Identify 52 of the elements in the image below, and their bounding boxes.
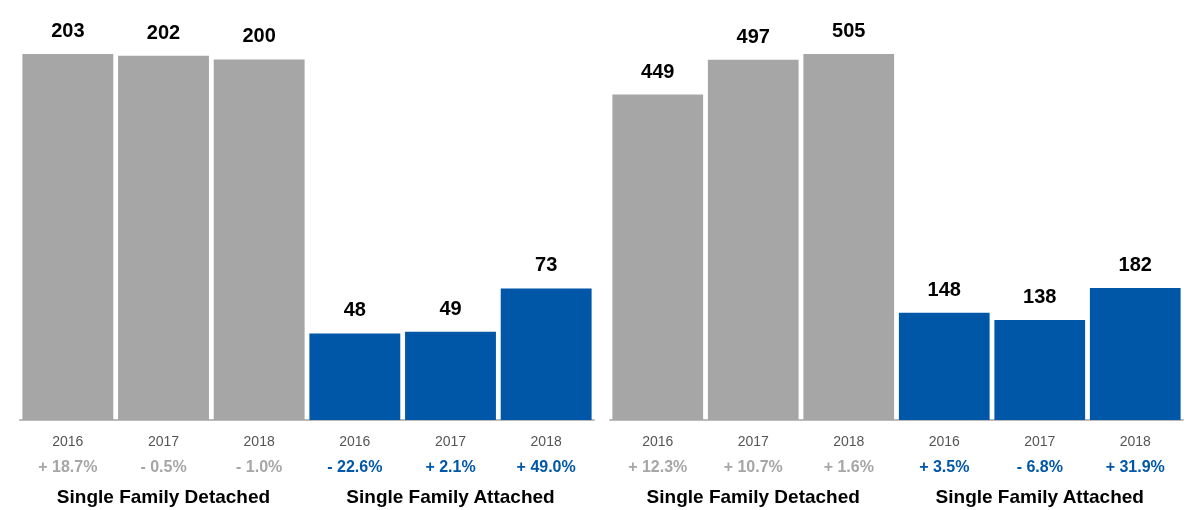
x-tick-label: 2018 <box>833 433 865 449</box>
text: Single Family Attached <box>935 485 1144 507</box>
data-label: 202 <box>146 20 181 43</box>
data-label: 73 <box>535 253 558 276</box>
data-label: 497 <box>736 24 770 47</box>
x-tick-label: 2016 <box>339 433 371 449</box>
x-tick-label: 2016 <box>928 433 961 449</box>
x-tick-label: 2017 <box>737 433 770 449</box>
text: + 10.7% <box>723 457 783 475</box>
bar <box>405 331 496 420</box>
x-tick-label: 2016 <box>642 433 674 449</box>
x-tick-label: 2017 <box>434 433 467 449</box>
x-tick-label: 2018 <box>243 433 275 449</box>
x-tick-label: 2017 <box>1024 433 1056 449</box>
x-tick-label: 2018 <box>530 433 562 449</box>
text: Single Family Detached <box>56 485 271 507</box>
data-label: 505 <box>832 19 866 41</box>
bar <box>22 54 114 420</box>
text: - 1.0% <box>236 457 283 475</box>
data-label: 200 <box>242 24 276 47</box>
bar <box>707 59 799 420</box>
text: + 1.6% <box>823 457 874 475</box>
data-label: 449 <box>641 59 675 82</box>
text: + 31.9% <box>1105 457 1165 475</box>
text: - 22.6% <box>327 457 383 475</box>
bar <box>118 55 209 420</box>
x-tick-label: 2018 <box>1119 433 1152 449</box>
data-label: 138 <box>1023 284 1057 307</box>
text: Single Family Detached <box>646 485 860 507</box>
text: Single Family Attached <box>346 485 555 507</box>
data-label: 203 <box>51 19 85 41</box>
text: + 2.1% <box>425 457 476 475</box>
text: + 12.3% <box>628 457 688 475</box>
bar <box>309 333 401 420</box>
bar <box>898 312 990 420</box>
bar <box>1089 288 1181 420</box>
data-label: 148 <box>927 277 961 300</box>
text: + 49.0% <box>516 457 576 475</box>
bar <box>994 319 1086 420</box>
bar <box>612 94 704 420</box>
text: + 3.5% <box>919 457 970 475</box>
bar <box>803 54 895 420</box>
text: - 0.5% <box>140 457 187 475</box>
data-label: 182 <box>1118 253 1152 276</box>
text: - 6.8% <box>1016 457 1063 475</box>
data-label: 49 <box>439 296 462 319</box>
x-tick-label: 2017 <box>147 433 180 449</box>
x-tick-label: 2016 <box>52 433 84 449</box>
bar <box>500 288 592 420</box>
data-label: 48 <box>343 298 366 321</box>
bar <box>213 59 305 420</box>
text: + 18.7% <box>38 457 98 475</box>
